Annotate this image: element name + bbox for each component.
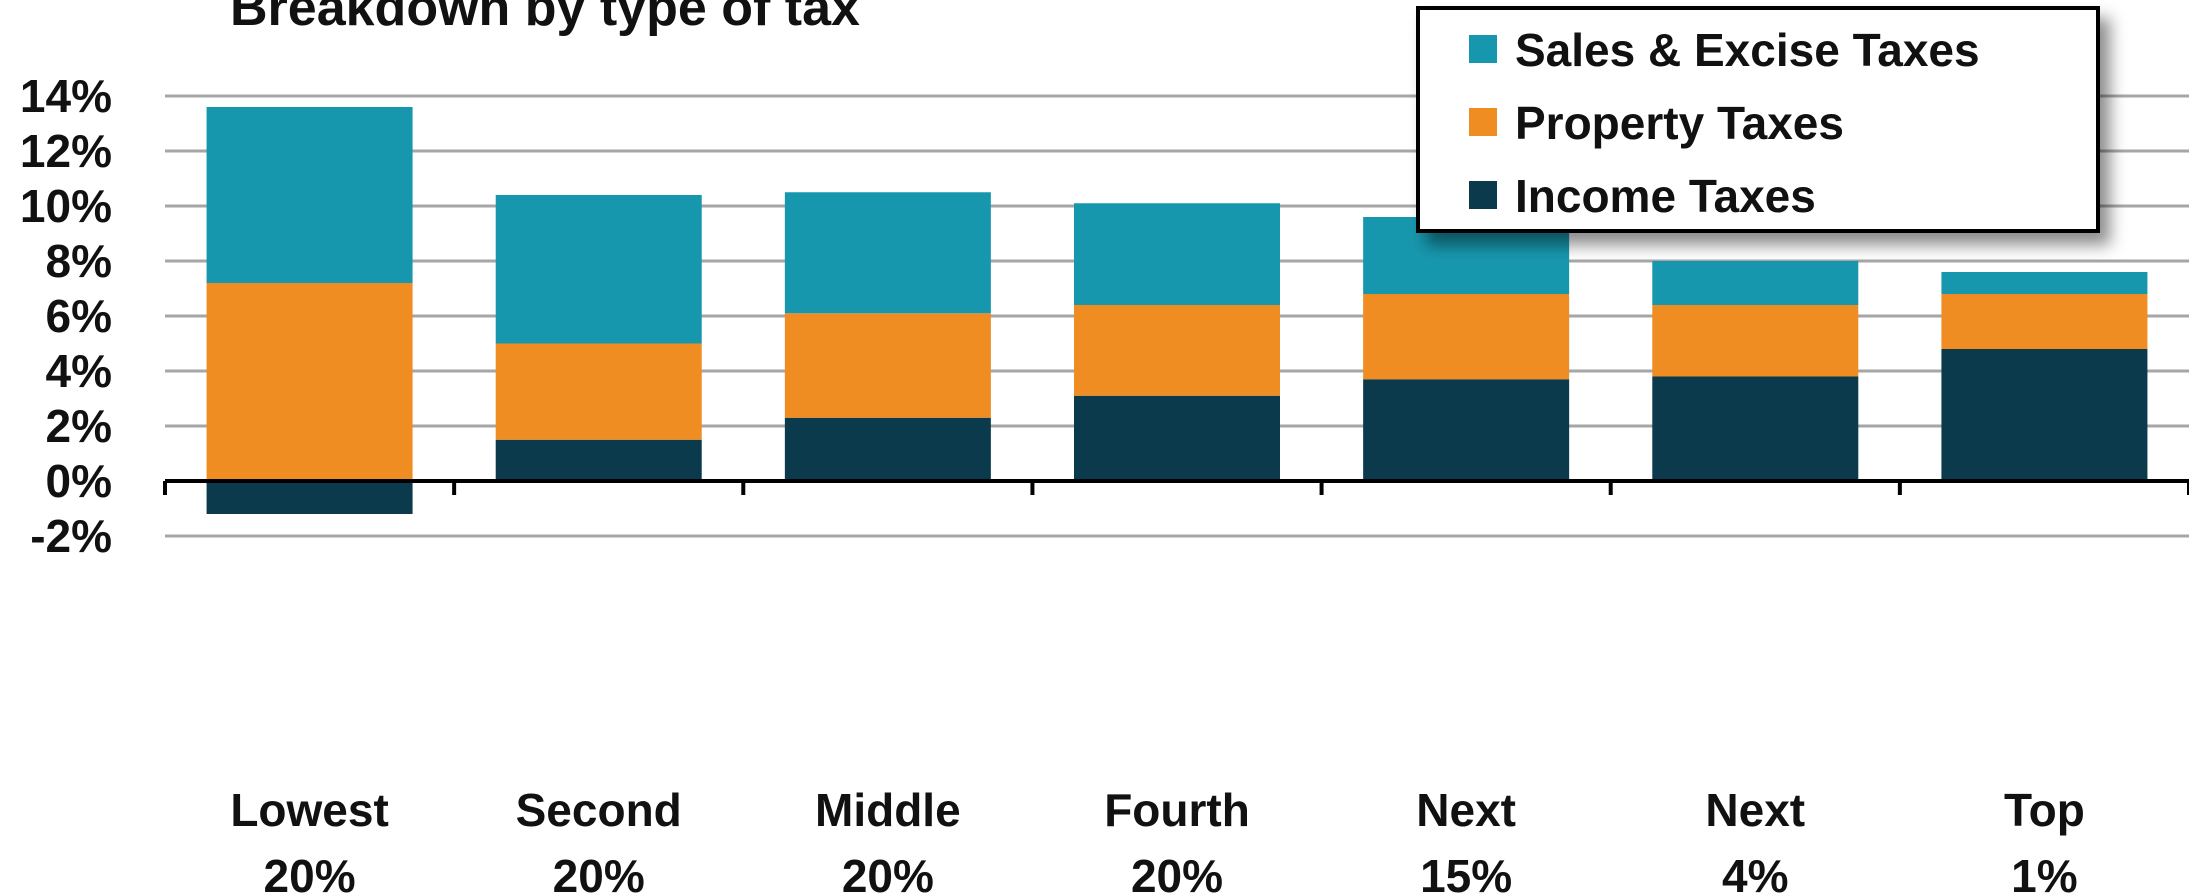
- legend-box: [1416, 6, 2100, 233]
- bar-segment: [1363, 294, 1570, 380]
- y-tick-label: -2%: [30, 510, 112, 562]
- x-tick-label: Top: [2004, 784, 2085, 836]
- bar-segment: [1941, 272, 2148, 294]
- bar-segment: [784, 313, 991, 418]
- bar-segment: [206, 481, 413, 514]
- y-tick-label: 2%: [46, 400, 112, 452]
- legend: Sales & Excise Taxes Property Taxes Income…: [1416, 6, 2100, 233]
- bar-segment: [784, 192, 991, 314]
- x-tick-label: 15%: [1420, 850, 1512, 895]
- bar-segment: [1074, 395, 1280, 481]
- x-tick-label: 20%: [842, 850, 934, 895]
- bar-segment: [495, 195, 702, 344]
- x-tick-label: 1%: [2011, 850, 2077, 895]
- bar-segment: [1363, 379, 1570, 481]
- bar-segment: [206, 107, 413, 283]
- legend-swatch: [1469, 181, 1497, 209]
- bar-segment: [1652, 376, 1859, 481]
- bar-segment: [206, 283, 413, 481]
- x-axis-labels: Lowest 20% Second 20% Middle 20% Fourth 20% Next…: [230, 784, 2085, 895]
- y-tick-label: 4%: [46, 345, 112, 397]
- legend-label: Income Taxes: [1515, 170, 1816, 222]
- bar-segment: [1074, 203, 1280, 305]
- chart-title: Breakdown by type of tax: [230, 0, 860, 37]
- y-tick-label: 10%: [20, 180, 112, 232]
- legend-label: Sales & Excise Taxes: [1515, 24, 1980, 76]
- bar-segment: [495, 343, 702, 440]
- x-tick-label: Second: [516, 784, 682, 836]
- y-tick-label: 8%: [46, 235, 112, 287]
- legend-swatch: [1469, 108, 1497, 136]
- y-axis: 14%12%10%8%6%4%2%0%-2%: [20, 70, 112, 562]
- x-tick-label: Fourth: [1104, 784, 1250, 836]
- x-tick-label: Lowest: [230, 784, 388, 836]
- y-tick-label: 14%: [20, 70, 112, 122]
- y-tick-label: 12%: [20, 125, 112, 177]
- x-axis: [163, 479, 2189, 495]
- bar-segment: [1941, 294, 2148, 349]
- bars: [206, 107, 2148, 514]
- x-tick-label: Middle: [815, 784, 961, 836]
- x-tick-label: 20%: [264, 850, 356, 895]
- bar-segment: [1652, 261, 1859, 305]
- bar-segment: [1074, 305, 1280, 396]
- x-tick-label: 4%: [1722, 850, 1788, 895]
- x-tick-label: Next: [1416, 784, 1516, 836]
- legend-swatch: [1469, 35, 1497, 63]
- bar-segment: [495, 439, 702, 481]
- bar-segment: [1941, 349, 2148, 481]
- legend-label: Property Taxes: [1515, 97, 1844, 149]
- y-tick-label: 0%: [46, 455, 112, 507]
- x-tick-label: Next: [1705, 784, 1805, 836]
- bar-segment: [1652, 305, 1859, 377]
- x-tick-label: 20%: [1131, 850, 1223, 895]
- x-tick-label: 20%: [553, 850, 645, 895]
- bar-segment: [784, 417, 991, 481]
- y-tick-label: 6%: [46, 290, 112, 342]
